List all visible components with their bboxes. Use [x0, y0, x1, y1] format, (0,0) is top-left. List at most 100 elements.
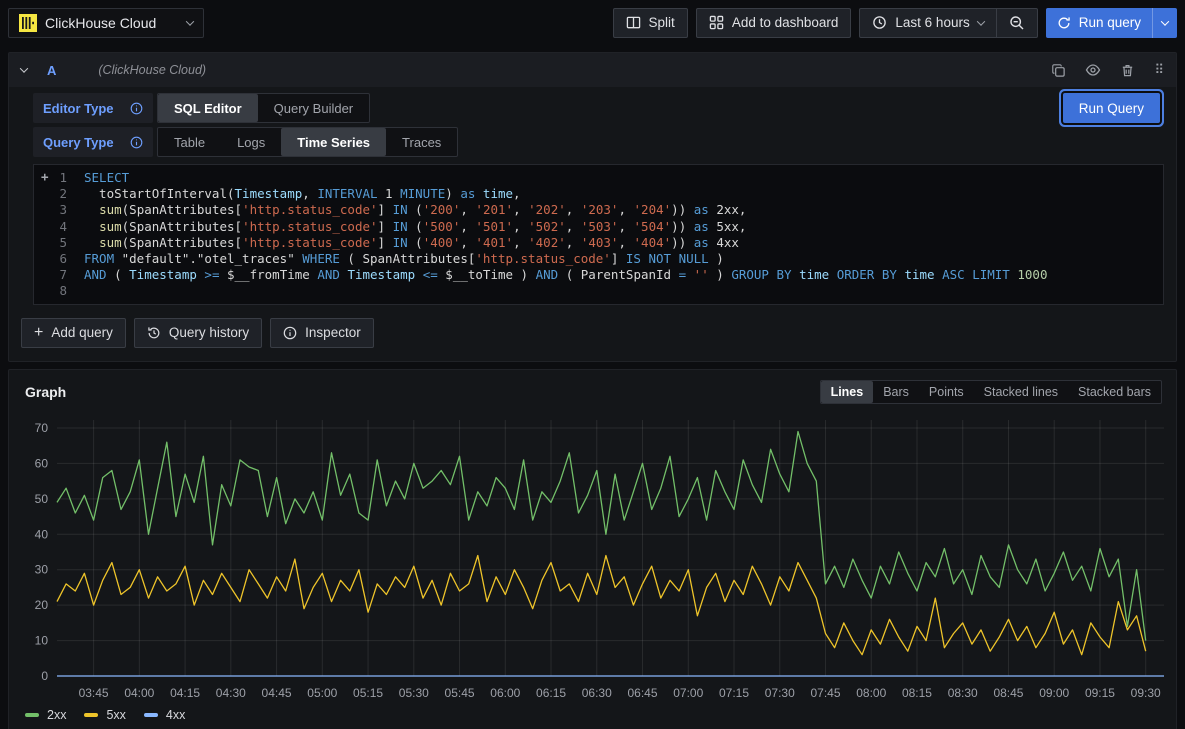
graph-title: Graph — [25, 384, 66, 400]
x-axis-label: 05:30 — [399, 686, 429, 700]
datasource-picker[interactable]: ClickHouse Cloud — [8, 8, 204, 38]
x-axis-label: 08:00 — [856, 686, 886, 700]
option-traces[interactable]: Traces — [386, 128, 457, 156]
x-axis-label: 08:15 — [902, 686, 932, 700]
time-range-button[interactable]: Last 6 hours — [860, 9, 995, 37]
x-axis-label: 04:15 — [170, 686, 200, 700]
option-table[interactable]: Table — [158, 128, 221, 156]
option-bars[interactable]: Bars — [873, 381, 919, 403]
query-header-actions: ⠿ — [1051, 62, 1164, 78]
run-query-button[interactable]: Run query — [1046, 8, 1152, 38]
add-query-button[interactable]: + Add query — [21, 318, 126, 348]
time-series-chart[interactable]: 01020304050607003:4504:0004:1504:3004:45… — [17, 412, 1172, 704]
option-sql-editor[interactable]: SQL Editor — [158, 94, 258, 122]
y-axis-label: 40 — [35, 527, 49, 541]
run-query-dropdown-button[interactable] — [1152, 8, 1177, 38]
collapse-chevron-icon[interactable] — [20, 64, 28, 72]
sql-code-editor[interactable]: +1SELECT2 toStartOfInterval(Timestamp, I… — [33, 164, 1164, 305]
x-axis-label: 04:30 — [216, 686, 246, 700]
history-icon — [147, 326, 161, 340]
option-logs[interactable]: Logs — [221, 128, 281, 156]
x-axis-label: 09:15 — [1085, 686, 1115, 700]
x-axis-label: 06:30 — [582, 686, 612, 700]
x-axis-label: 07:30 — [765, 686, 795, 700]
option-points[interactable]: Points — [919, 381, 974, 403]
option-lines[interactable]: Lines — [821, 381, 874, 403]
add-line-icon[interactable]: + — [41, 169, 49, 185]
chart-area: 01020304050607003:4504:0004:1504:3004:45… — [9, 408, 1176, 707]
query-history-button[interactable]: Query history — [134, 318, 262, 348]
info-icon[interactable] — [130, 102, 143, 115]
query-editor-footer: + Add query Query history Inspector — [9, 305, 1176, 361]
info-icon[interactable] — [130, 136, 143, 149]
x-axis-label: 07:00 — [673, 686, 703, 700]
y-axis-label: 60 — [35, 456, 49, 470]
legend-swatch — [84, 713, 98, 717]
x-axis-label: 06:00 — [490, 686, 520, 700]
refresh-icon — [1057, 16, 1071, 30]
option-stacked-bars[interactable]: Stacked bars — [1068, 381, 1161, 403]
x-axis-label: 07:45 — [810, 686, 840, 700]
add-to-dashboard-label: Add to dashboard — [732, 15, 839, 30]
editor-type-label: Editor Type — [33, 93, 153, 123]
x-axis-label: 07:15 — [719, 686, 749, 700]
x-axis-label: 04:45 — [262, 686, 292, 700]
legend-label: 4xx — [166, 708, 185, 722]
query-editor-panel: A (ClickHouse Cloud) ⠿ Editor Type SQL E… — [8, 52, 1177, 362]
option-stacked-lines[interactable]: Stacked lines — [974, 381, 1068, 403]
x-axis-label: 09:00 — [1039, 686, 1069, 700]
toggle-visibility-icon[interactable] — [1085, 62, 1101, 78]
x-axis-label: 08:45 — [993, 686, 1023, 700]
apps-grid-icon — [709, 15, 724, 30]
query-type-label: Query Type — [33, 127, 153, 157]
legend-item-2xx[interactable]: 2xx — [25, 708, 66, 722]
add-to-dashboard-button[interactable]: Add to dashboard — [696, 8, 852, 38]
legend-item-4xx[interactable]: 4xx — [144, 708, 185, 722]
series-line-2xx — [57, 431, 1146, 640]
y-axis-label: 10 — [35, 633, 49, 647]
option-query-builder[interactable]: Query Builder — [258, 94, 369, 122]
query-editor-body: Editor Type SQL EditorQuery Builder Run … — [9, 87, 1176, 305]
editor-type-group: SQL EditorQuery Builder — [157, 93, 370, 123]
delete-query-icon[interactable] — [1120, 63, 1135, 78]
x-axis-label: 04:00 — [124, 686, 154, 700]
run-query-label: Run query — [1079, 15, 1141, 30]
topbar: ClickHouse Cloud Split Add to dashboard … — [0, 0, 1185, 45]
chevron-down-icon — [186, 17, 194, 25]
graph-panel: Graph LinesBarsPointsStacked linesStacke… — [8, 369, 1177, 729]
query-row-header[interactable]: A (ClickHouse Cloud) ⠿ — [9, 53, 1176, 87]
split-button[interactable]: Split — [613, 8, 688, 38]
time-controls: Last 6 hours — [859, 8, 1037, 38]
sql-line: 3 sum(SpanAttributes['http.status_code']… — [34, 202, 1163, 218]
split-label: Split — [649, 15, 675, 30]
y-axis-label: 0 — [41, 669, 48, 683]
legend-label: 5xx — [106, 708, 125, 722]
run-query-split-button: Run query — [1046, 8, 1177, 38]
sql-line: 6FROM "default"."otel_traces" WHERE ( Sp… — [34, 251, 1163, 267]
y-axis-label: 20 — [35, 598, 49, 612]
x-axis-label: 06:45 — [628, 686, 658, 700]
y-axis-label: 70 — [35, 421, 49, 435]
sql-line: 4 sum(SpanAttributes['http.status_code']… — [34, 219, 1163, 235]
editor-type-row: Editor Type SQL EditorQuery Builder Run … — [33, 93, 1164, 123]
graph-header: Graph LinesBarsPointsStacked linesStacke… — [9, 370, 1176, 408]
duplicate-query-icon[interactable] — [1051, 63, 1066, 78]
y-axis-label: 30 — [35, 562, 49, 576]
zoom-out-button[interactable] — [996, 9, 1037, 37]
datasource-name: ClickHouse Cloud — [45, 15, 179, 31]
info-circle-icon — [283, 326, 297, 340]
chevron-down-icon — [976, 17, 984, 25]
legend-item-5xx[interactable]: 5xx — [84, 708, 125, 722]
y-axis-label: 50 — [35, 491, 49, 505]
sql-line: +1SELECT — [34, 170, 1163, 186]
x-axis-label: 05:00 — [307, 686, 337, 700]
x-axis-label: 05:45 — [445, 686, 475, 700]
inspector-button[interactable]: Inspector — [270, 318, 374, 348]
option-time-series[interactable]: Time Series — [281, 128, 386, 156]
sql-line: 5 sum(SpanAttributes['http.status_code']… — [34, 235, 1163, 251]
drag-handle-icon[interactable]: ⠿ — [1154, 62, 1164, 78]
query-ref-id: A — [47, 63, 56, 78]
time-range-label: Last 6 hours — [895, 15, 969, 30]
x-axis-label: 05:15 — [353, 686, 383, 700]
run-query-panel-button[interactable]: Run Query — [1063, 93, 1160, 123]
